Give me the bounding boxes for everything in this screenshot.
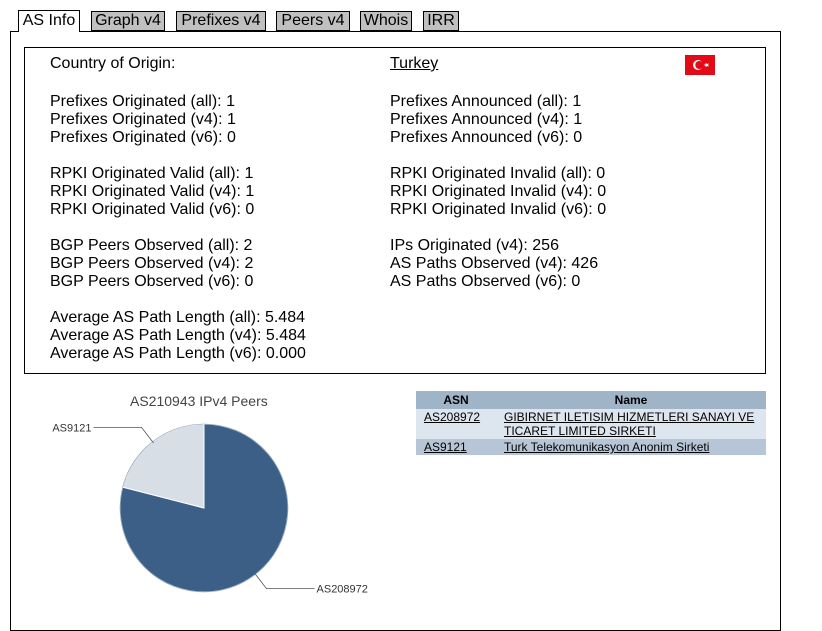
asn-link[interactable]: AS208972 — [424, 410, 481, 424]
stat-left: RPKI Originated Valid (v4): 1 — [50, 183, 255, 200]
stat-left: Prefixes Originated (v4): 1 — [50, 111, 236, 128]
pie-leader-line — [254, 572, 315, 589]
tab-prefixes-v4[interactable]: Prefixes v4 — [176, 11, 266, 31]
asn-link[interactable]: AS9121 — [424, 440, 467, 454]
name-cell: GIBIRNET ILETISIM HIZMETLERI SANAYI VE T… — [496, 409, 766, 439]
chart-title: AS210943 IPv4 Peers — [130, 393, 268, 409]
name-cell: Turk Telekomunikasyon Anonim Sirketi — [496, 439, 766, 455]
stat-right: AS Paths Observed (v4): 426 — [390, 255, 599, 272]
column-header-name: Name — [496, 391, 766, 409]
table-row: AS9121 Turk Telekomunikasyon Anonim Sirk… — [416, 439, 766, 455]
stat-left: BGP Peers Observed (v6): 0 — [50, 273, 254, 290]
peers-pie-chart: AS208972 AS9121 — [52, 422, 368, 596]
stat-left: Average AS Path Length (v4): 5.484 — [50, 327, 306, 344]
stat-left: Average AS Path Length (v6): 0.000 — [50, 345, 306, 362]
stat-left: RPKI Originated Valid (all): 1 — [50, 165, 254, 182]
stat-right: RPKI Originated Invalid (v4): 0 — [390, 183, 607, 200]
asn-cell: AS9121 — [416, 439, 496, 455]
country-link[interactable]: Turkey — [390, 55, 439, 72]
country-label: Country of Origin: — [50, 55, 176, 72]
stat-right: AS Paths Observed (v6): 0 — [390, 273, 581, 290]
turkey-flag-icon — [685, 55, 715, 75]
tab-graph-v4[interactable]: Graph v4 — [91, 11, 165, 31]
as-info-box — [24, 47, 766, 374]
stat-right: Prefixes Announced (v4): 1 — [390, 111, 583, 128]
stat-right: RPKI Originated Invalid (all): 0 — [390, 165, 606, 182]
tab-peers-v4[interactable]: Peers v4 — [276, 11, 350, 31]
stat-left: BGP Peers Observed (v4): 2 — [50, 255, 254, 272]
pie-leader-line — [93, 427, 154, 444]
tab-irr[interactable]: IRR — [423, 11, 459, 31]
peers-table: ASN Name AS208972 GIBIRNET ILETISIM HIZM… — [416, 391, 766, 455]
table-header-row: ASN Name — [416, 391, 766, 409]
stat-right: IPs Originated (v4): 256 — [390, 237, 559, 254]
stat-left: Average AS Path Length (all): 5.484 — [50, 309, 305, 326]
pie-label: AS208972 — [317, 584, 368, 596]
stat-right: RPKI Originated Invalid (v6): 0 — [390, 201, 607, 218]
stat-left: Prefixes Originated (v6): 0 — [50, 129, 236, 146]
stat-left: BGP Peers Observed (all): 2 — [50, 237, 253, 254]
stat-right: Prefixes Announced (v6): 0 — [390, 129, 583, 146]
tab-whois[interactable]: Whois — [360, 11, 412, 31]
tab-as-info[interactable]: AS Info — [18, 10, 80, 32]
stat-right: Prefixes Announced (all): 1 — [390, 93, 582, 110]
as-name-link[interactable]: Turk Telekomunikasyon Anonim Sirketi — [504, 440, 710, 454]
pie-outline — [119, 423, 289, 593]
table-row: AS208972 GIBIRNET ILETISIM HIZMETLERI SA… — [416, 409, 766, 439]
pie-label: AS9121 — [52, 422, 91, 434]
as-name-link[interactable]: GIBIRNET ILETISIM HIZMETLERI SANAYI VE T… — [504, 410, 755, 438]
stat-left: RPKI Originated Valid (v6): 0 — [50, 201, 255, 218]
stat-left: Prefixes Originated (all): 1 — [50, 93, 235, 110]
column-header-asn: ASN — [416, 391, 496, 409]
asn-cell: AS208972 — [416, 409, 496, 439]
